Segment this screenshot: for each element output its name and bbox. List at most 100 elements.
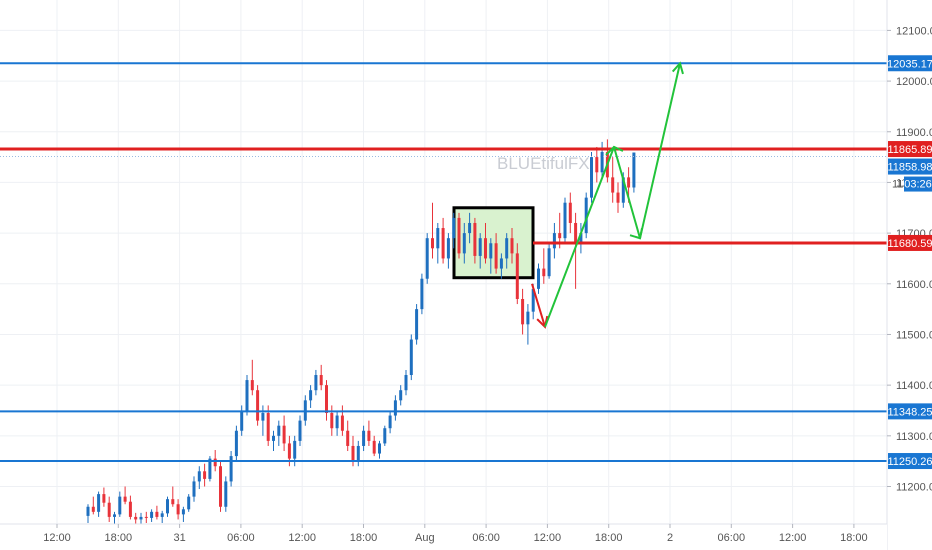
- candle-body: [134, 516, 138, 520]
- candle-body: [181, 509, 185, 515]
- level-price-label: 12035.17: [887, 58, 932, 70]
- candle-body: [208, 458, 212, 479]
- level-price-label: 11865.89: [887, 144, 932, 156]
- candle-body: [91, 506, 95, 512]
- current-price-label: 11858.98: [887, 162, 932, 174]
- candle-body: [171, 499, 175, 505]
- candle-body: [579, 233, 583, 244]
- candle-body: [510, 238, 514, 254]
- candle-body: [192, 481, 196, 497]
- candle-body: [107, 502, 111, 517]
- candle-body: [484, 238, 487, 259]
- candle-body: [197, 471, 201, 482]
- grid-layer: [0, 0, 887, 524]
- candle-body: [150, 511, 154, 518]
- countdown-badge: [904, 176, 932, 192]
- x-tick-label: 12:00: [779, 532, 807, 544]
- level-price-label: 11250.26: [887, 456, 932, 468]
- candle-body: [277, 425, 281, 436]
- consolidation-box: [452, 206, 535, 280]
- level-price-badge: [888, 403, 932, 420]
- candle-body: [542, 268, 546, 277]
- candle-body: [499, 258, 503, 269]
- projection-paths-layer: [531, 61, 684, 329]
- candle-body: [97, 494, 101, 512]
- candle-body: [399, 390, 403, 401]
- candle-body: [356, 445, 360, 462]
- candle-body: [166, 499, 169, 514]
- projection-arrowhead: [629, 227, 643, 240]
- candle-body: [351, 445, 355, 462]
- candle-body: [521, 298, 525, 325]
- y-tick-label: 11400.00: [896, 380, 932, 392]
- candle-body: [346, 430, 350, 446]
- candle-body: [462, 233, 466, 254]
- x-tick-label: 12:00: [534, 532, 562, 544]
- y-tick-label: 11200.00: [896, 481, 932, 493]
- candle-body: [452, 217, 456, 239]
- price-axis[interactable]: 11200.00 11300.00 11400.00 11500.00 11600.00…: [887, 25, 932, 493]
- candle-body: [505, 238, 509, 259]
- candle-body: [203, 471, 207, 479]
- candle-body: [393, 400, 397, 416]
- candle-body: [266, 413, 270, 441]
- level-price-badge: [888, 453, 932, 470]
- projection-arrowhead: [671, 61, 684, 75]
- candle-body: [372, 440, 376, 454]
- candle-body: [118, 496, 122, 515]
- candle-body: [420, 278, 424, 310]
- time-axis[interactable]: 12:00 18:00 31 06:00 12:00 18:00 Aug 06:00 12:00…: [43, 524, 868, 544]
- candle-body: [468, 222, 472, 234]
- candle-body: [309, 390, 313, 401]
- candle-body: [457, 217, 461, 254]
- candle-body: [340, 415, 344, 431]
- candle-body: [590, 157, 593, 198]
- candle-body: [123, 496, 127, 502]
- candle-body: [558, 233, 562, 239]
- candle-body: [446, 238, 450, 259]
- candle-body: [335, 415, 339, 429]
- candle-body: [515, 253, 519, 299]
- candle-body: [383, 428, 387, 444]
- x-tick-label: 12:00: [43, 532, 71, 544]
- candle-body: [436, 228, 440, 249]
- candle-body: [621, 177, 625, 203]
- projection-arrowhead: [605, 145, 624, 156]
- candle-body: [415, 309, 419, 340]
- candle-body: [219, 466, 222, 507]
- candle-body: [256, 390, 260, 421]
- candle-body: [86, 506, 90, 516]
- candle-body: [160, 513, 164, 517]
- y-tick-label: 12000.00: [896, 76, 932, 88]
- candle-body: [272, 435, 275, 441]
- y-tick-label: 11500.00: [896, 329, 932, 341]
- consolidation-box-layer: [452, 206, 535, 280]
- candle-body: [234, 430, 238, 457]
- time-axis-background: [0, 524, 887, 550]
- candle-body: [261, 413, 265, 421]
- x-tick-label: 18:00: [105, 532, 133, 544]
- candle-body: [616, 192, 620, 203]
- y-tick-label: 11300.00: [896, 431, 932, 443]
- candle-body: [224, 481, 228, 507]
- y-tick-label: 11900.00: [896, 127, 932, 139]
- candle-body: [245, 380, 249, 411]
- candle-body: [494, 243, 498, 269]
- candle-body: [441, 228, 445, 259]
- candle-body: [293, 440, 297, 459]
- level-price-badge: [888, 55, 932, 72]
- x-tick-label: 18:00: [350, 532, 378, 544]
- candle-body: [568, 202, 572, 223]
- level-price-label: 11680.59: [887, 238, 932, 250]
- candle-body: [155, 511, 159, 517]
- candle-body: [404, 375, 408, 391]
- horizontal-levels-layer: [0, 62, 887, 463]
- candle-body: [187, 496, 191, 510]
- projection-path: [531, 283, 546, 328]
- candle-body: [362, 430, 366, 446]
- candle-body: [552, 233, 556, 249]
- candle-body: [314, 375, 318, 391]
- candle-body: [250, 380, 254, 391]
